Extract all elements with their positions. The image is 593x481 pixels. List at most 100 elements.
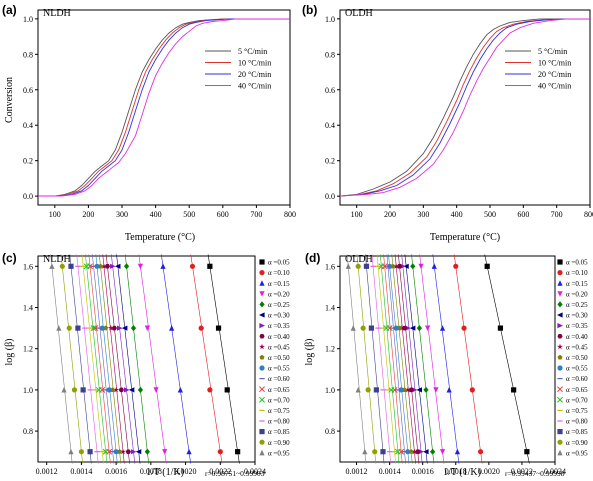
data-point-d-16-0 xyxy=(380,449,386,455)
data-point-d-13-3 xyxy=(378,263,385,270)
y-tick-label-d: 0.8 xyxy=(325,427,335,436)
fit-line-d-1 xyxy=(453,254,483,464)
data-point-d-17-3 xyxy=(355,263,361,269)
legend-label-c-15: α =0.80 xyxy=(268,418,290,426)
legend-label-c-5: α =0.30 xyxy=(268,312,290,320)
data-point-d-3-3 xyxy=(418,263,424,270)
legend-label-c-0: α =0.05 xyxy=(268,259,290,267)
y-tick-label-a: 0.8 xyxy=(23,50,33,59)
legend-label-c-12: α =0.65 xyxy=(268,386,290,394)
data-point-d-7-3 xyxy=(396,264,403,269)
data-point-c-7-3 xyxy=(104,264,111,269)
fit-line-d-14 xyxy=(376,254,396,464)
legend-marker-d-6 xyxy=(557,323,563,329)
legend-label-c-7: α =0.40 xyxy=(268,333,290,341)
data-point-c-7-1 xyxy=(118,387,124,393)
fit-line-c-15 xyxy=(76,254,99,464)
series-line-b-0 xyxy=(339,18,590,197)
data-point-d-10-1 xyxy=(398,387,404,393)
legend-marker-d-16 xyxy=(557,429,563,435)
legend-label-a-2: 20 °C/min xyxy=(238,70,271,79)
data-point-d-2-0 xyxy=(454,448,461,455)
x-tick-label-b: 400 xyxy=(451,210,463,219)
series-line-a-0 xyxy=(38,18,290,197)
data-point-c-3-2 xyxy=(144,325,150,332)
data-point-c-2-3 xyxy=(160,263,166,269)
y-tick-label-a: 0.6 xyxy=(23,86,33,95)
data-point-d-8-0 xyxy=(411,448,418,455)
fit-line-c-1 xyxy=(190,254,223,464)
data-point-d-18-3 xyxy=(345,263,351,269)
legend-marker-c-18 xyxy=(259,449,265,456)
data-point-d-5-0 xyxy=(423,449,429,455)
data-point-c-13-2 xyxy=(90,325,97,332)
legend-marker-d-2 xyxy=(557,280,563,286)
data-point-d-0-0 xyxy=(524,449,530,455)
data-point-c-5-3 xyxy=(114,263,121,269)
series-line-b-1 xyxy=(339,18,590,197)
y-tick-label-d: 1.0 xyxy=(325,386,335,395)
y-axis-title-a: Conversion xyxy=(4,77,15,123)
fit-line-c-0 xyxy=(207,254,240,464)
data-point-c-3-3 xyxy=(137,263,144,270)
data-point-d-16-3 xyxy=(363,263,370,269)
legend-marker-c-2 xyxy=(259,280,265,286)
legend-label-d-1: α =0.10 xyxy=(566,269,588,277)
y-tick-label-a: 1.0 xyxy=(23,15,33,24)
fit-line-c-6 xyxy=(111,254,136,464)
data-point-d-6-0 xyxy=(418,449,425,455)
panel-b: 100 200 300 400 500 600 700 800 0.0 0.2 0.4 0.6 0.8 1… xyxy=(302,3,593,243)
x-tick-label-d: 0.0022 xyxy=(511,467,533,476)
panel-name-b: OLDH xyxy=(345,8,373,19)
data-point-c-4-3 xyxy=(123,263,130,270)
legend-marker-c-13 xyxy=(259,396,265,403)
data-point-c-2-0 xyxy=(186,448,192,455)
data-point-d-13-2 xyxy=(383,325,390,332)
x-tick-label-d: 0.0016 xyxy=(412,467,434,476)
data-point-c-17-1 xyxy=(71,387,78,393)
y-tick-label-b: 0.8 xyxy=(325,50,335,59)
data-point-c-13-3 xyxy=(83,263,90,270)
data-point-d-17-0 xyxy=(372,449,378,455)
plot-frame-a xyxy=(37,9,291,206)
legend-marker-d-0 xyxy=(557,259,563,265)
legend-label-a-0: 5 °C/min xyxy=(238,47,267,56)
y-tick-label-c: 1.6 xyxy=(23,262,33,271)
legend-marker-d-8 xyxy=(557,343,563,350)
legend-marker-d-10 xyxy=(557,365,563,371)
legend-label-d-17: α =0.90 xyxy=(566,439,588,447)
fit-line-d-3 xyxy=(419,254,445,464)
x-tick-label-b: 600 xyxy=(517,210,529,219)
data-point-c-13-1 xyxy=(95,386,102,393)
x-tick-label-c: 0.0014 xyxy=(70,467,92,476)
fit-line-d-11 xyxy=(386,254,406,464)
data-point-c-6-2 xyxy=(116,325,123,331)
data-point-c-1-3 xyxy=(189,263,196,269)
data-point-d-18-1 xyxy=(355,386,361,393)
legend-label-d-0: α =0.05 xyxy=(566,259,588,267)
x-tick-label-d: 0.0020 xyxy=(478,467,500,476)
legend-marker-d-9 xyxy=(557,354,563,360)
data-point-d-5-2 xyxy=(409,325,416,331)
fit-line-c-17 xyxy=(60,254,83,464)
legend-marker-d-12 xyxy=(557,386,563,393)
x-tick-label-d: 0.0014 xyxy=(379,467,401,476)
y-tick-label-b: 0.4 xyxy=(325,121,335,130)
x-tick-label-a: 800 xyxy=(284,210,296,219)
data-point-d-5-3 xyxy=(403,263,409,269)
data-point-d-18-0 xyxy=(362,448,368,455)
x-tick-label-c: 0.0020 xyxy=(175,467,197,476)
fit-line-c-9 xyxy=(98,254,122,464)
data-point-d-13-1 xyxy=(388,386,395,393)
data-point-c-16-3 xyxy=(68,263,74,269)
legend-marker-d-7 xyxy=(557,333,563,339)
data-point-c-8-1 xyxy=(113,386,120,393)
legend-label-d-18: α =0.95 xyxy=(566,449,588,457)
legend-label-c-6: α =0.35 xyxy=(268,322,290,330)
data-point-d-6-2 xyxy=(405,325,411,331)
data-point-c-6-3 xyxy=(110,263,116,269)
data-point-d-0-2 xyxy=(497,325,504,331)
legend-marker-d-1 xyxy=(557,270,563,276)
legend-label-c-4: α =0.25 xyxy=(268,301,290,309)
legend-marker-d-4 xyxy=(557,301,563,308)
